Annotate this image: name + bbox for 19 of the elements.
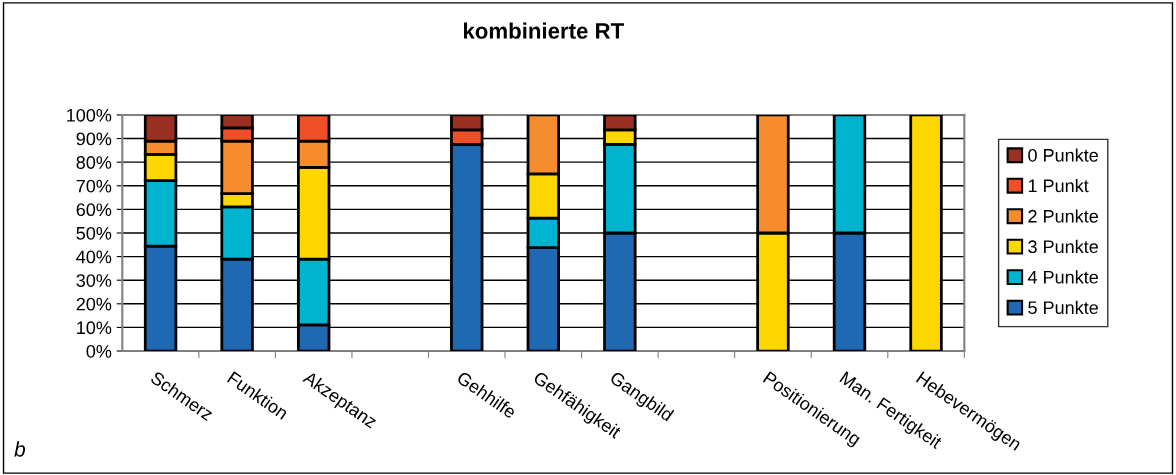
y-tick-label: 30%	[76, 274, 112, 287]
y-tick-label: 100%	[67, 108, 112, 122]
legend-label: 0 Punkte	[1028, 148, 1098, 162]
y-tick-label: 20%	[76, 297, 112, 311]
y-tick-label: 60%	[76, 203, 112, 217]
y-tick-label: 90%	[76, 132, 112, 146]
legend-label: 3 Punkte	[1028, 239, 1098, 254]
legend-label: 1 Punkt	[1028, 178, 1089, 193]
legend-label: 2 Punkte	[1028, 209, 1098, 223]
text: b	[14, 441, 26, 457]
y-tick-label: 50%	[76, 226, 112, 240]
y-tick-label: 70%	[76, 179, 112, 193]
y-tick-label: 10%	[77, 321, 112, 335]
legend-label: 5 Punkte	[1028, 300, 1098, 315]
y-tick-label: 0%	[86, 344, 112, 358]
y-tick-label: 40%	[76, 250, 112, 264]
legend-label: 4 Punkte	[1027, 270, 1098, 284]
y-tick-label: 80%	[76, 156, 112, 169]
chart-title: kombinierte RT	[463, 22, 624, 39]
